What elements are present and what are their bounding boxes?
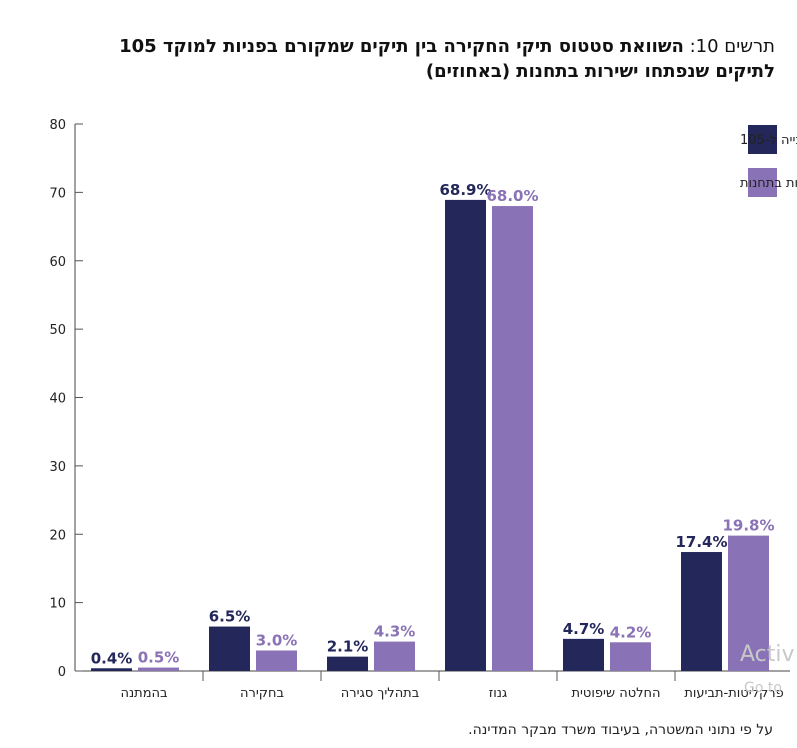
bar-value-label: 19.8% — [722, 517, 774, 535]
bar-series-1-3 — [445, 199, 486, 672]
y-tick-label: 20 — [49, 528, 66, 543]
bar-series-1-5 — [681, 552, 722, 671]
x-category-label: החלטה שיפוטית — [571, 686, 660, 701]
y-tick-label: 30 — [49, 460, 66, 475]
bar-series-1-2 — [327, 656, 368, 671]
legend-swatch-series-2 — [748, 168, 777, 197]
chart-legend: תיקים שמקורם בפנייה ל-105 תיקים שנפתחו יש… — [740, 125, 797, 197]
bar-value-label: 2.1% — [327, 638, 369, 656]
source-note: על פי נתוני המשטרה, בעיבוד משרד מבקר המד… — [468, 722, 773, 738]
chart-title: תרשים 10: השוואת סטטוס תיקי החקירה בין ת… — [60, 34, 775, 84]
watermark-text: Activ — [740, 642, 795, 667]
legend-label-series-1: תיקים שמקורם בפנייה ל-105 — [740, 133, 797, 148]
x-category-label: בתהליך סגירה — [341, 686, 420, 701]
bar-series-2-5 — [728, 535, 769, 671]
chart-bars: 0.4% 0.5% 6.5% 3.0% 2.1% 4.3% 68.9%68.0% 4.7% 4.… — [91, 181, 775, 672]
x-category-label: בהמתנה — [120, 686, 167, 701]
y-tick-label: 80 — [49, 118, 66, 133]
bar-series-1-1 — [209, 626, 250, 671]
legend-label-series-2: תיקים שנפתחו ישירות בתחנות — [740, 176, 797, 191]
watermark-subtext: Go to — [744, 680, 782, 696]
chart-title-main: השוואת סטטוס תיקי החקירה בין תיקים שמקור… — [119, 36, 775, 82]
bar-value-label: 6.5% — [209, 608, 251, 626]
bar-series-2-1 — [256, 650, 297, 671]
x-category-label: פרקליטות-תביעות — [684, 686, 783, 701]
y-tick-label: 10 — [49, 597, 66, 612]
x-category-label: בחקירה — [240, 686, 284, 701]
bar-series-2-2 — [374, 641, 415, 671]
bar-value-label: 3.0% — [256, 631, 298, 649]
y-tick-label: 40 — [49, 392, 66, 407]
bar-value-label: 68.9% — [439, 181, 491, 199]
bar-value-label: 0.5% — [138, 649, 180, 667]
bar-value-label: 0.4% — [91, 649, 133, 667]
bar-value-label: 4.3% — [374, 623, 416, 641]
bar-series-1-4 — [563, 638, 604, 671]
legend-swatch-series-1 — [748, 125, 777, 154]
bar-value-label: 68.0% — [486, 187, 538, 205]
y-tick-label: 0 — [58, 665, 66, 680]
chart-title-prefix: תרשים 10: — [689, 36, 775, 57]
bar-value-label: 17.4% — [675, 533, 727, 551]
bar-series-1-0 — [91, 668, 132, 671]
y-tick-label: 60 — [49, 255, 66, 270]
bar-series-2-0 — [138, 667, 179, 671]
bar-series-2-4 — [610, 642, 651, 671]
chart-axes: 0 10 20 30 40 50 60 70 80 בהמתנה בחקירה בתהליך סגיר… — [49, 118, 790, 701]
x-category-label: גנוז — [489, 686, 508, 701]
y-tick-label: 70 — [49, 186, 66, 201]
bar-value-label: 4.2% — [610, 623, 652, 641]
bar-value-label: 4.7% — [563, 620, 605, 638]
y-tick-label: 50 — [49, 323, 66, 338]
bar-series-2-3 — [492, 206, 533, 672]
